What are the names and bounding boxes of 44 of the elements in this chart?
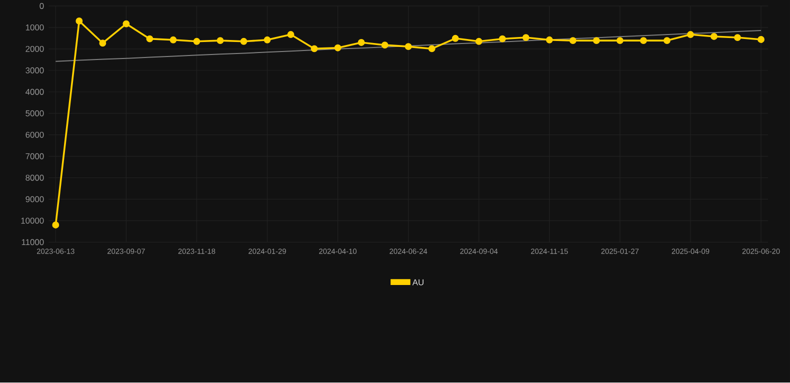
point: [334, 44, 342, 52]
point: [428, 45, 436, 52]
point: [475, 38, 482, 46]
point: [522, 34, 530, 42]
point: [381, 42, 388, 49]
point: [146, 36, 154, 42]
point: [193, 38, 200, 46]
y-tick-label: 8000: [26, 174, 44, 181]
y-tick-label: 3000: [26, 68, 44, 74]
point: [734, 34, 741, 42]
point: [592, 37, 600, 44]
point: [404, 43, 412, 50]
point: [616, 37, 624, 44]
point: [498, 36, 506, 42]
point: [758, 36, 765, 44]
legend-label: AU: [412, 280, 424, 286]
y-tick-label: 11000: [22, 239, 44, 246]
y-tick-label: 9000: [26, 196, 44, 202]
point: [76, 18, 83, 25]
point: [640, 37, 647, 44]
point: [122, 20, 130, 28]
point: [264, 36, 271, 44]
point: [452, 35, 459, 42]
y-tick-label: 1000: [26, 24, 44, 31]
y-tick-label: 5000: [26, 110, 44, 116]
point: [52, 222, 60, 229]
y-tick-label: 6000: [26, 132, 44, 138]
point: [687, 31, 694, 38]
y-tick-label: 7000: [26, 153, 44, 160]
point: [310, 45, 318, 52]
y-tick-label: 0: [40, 3, 44, 10]
y-tick-label: 2000: [26, 46, 44, 52]
point: [546, 36, 553, 44]
point: [287, 31, 294, 38]
point: [358, 39, 365, 46]
point: [710, 33, 718, 40]
point: [99, 40, 106, 47]
y-tick-label: 4000: [26, 89, 44, 96]
point: [170, 36, 177, 44]
y-tick-label: 10000: [21, 218, 44, 224]
point: [664, 37, 670, 44]
point: [216, 37, 224, 44]
point: [240, 38, 248, 46]
point: [569, 37, 576, 44]
